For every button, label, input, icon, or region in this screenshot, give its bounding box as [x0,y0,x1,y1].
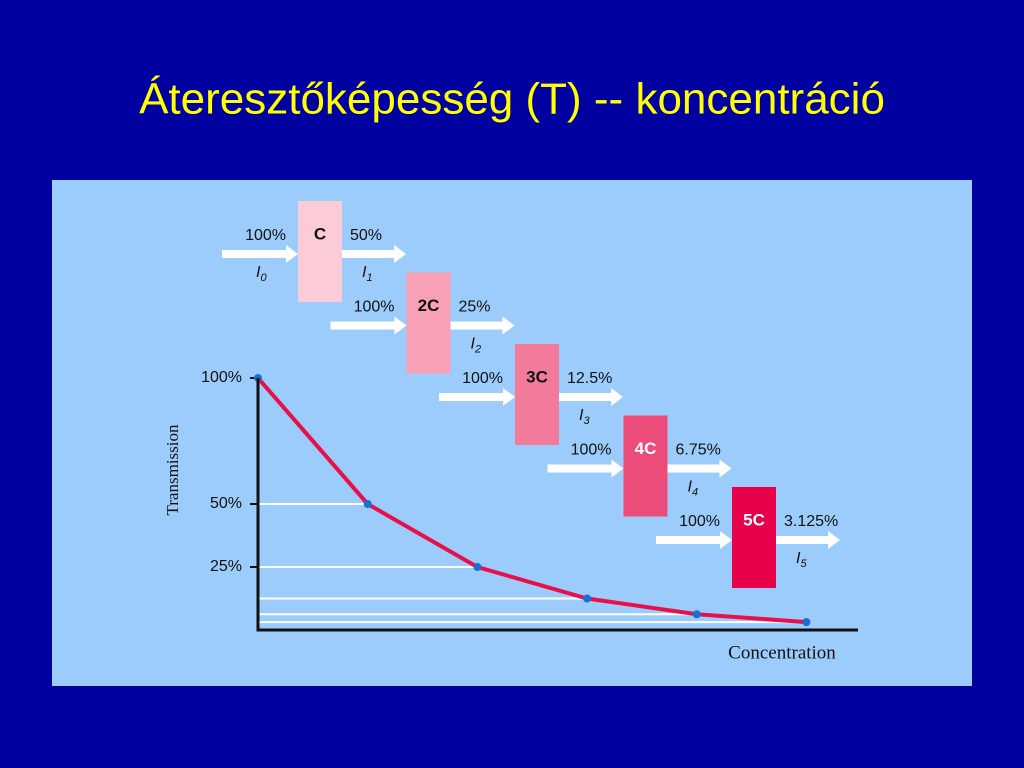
x-axis-label: Concentration [728,642,836,663]
sample-cuvette [515,344,559,445]
intensity-subscript: 4 [692,486,698,498]
output-label: 6.75% [676,442,721,459]
sample-cuvette [406,272,451,374]
arrow [439,388,515,406]
arrow [776,531,840,549]
input-label: 100% [679,513,720,530]
intensity-subscript: 0 [260,272,267,284]
arrow [330,316,407,335]
data-point [363,500,372,508]
sample-label: C [314,224,326,243]
arrow [667,459,732,478]
sample-label: 3C [526,367,548,386]
input-label: 100% [245,227,286,244]
intensity-label: I5 [796,550,807,570]
intensity-label: I2 [471,336,482,356]
arrow [342,245,406,263]
intensity-label: I1 [362,264,373,284]
intensity-label: I0 [256,264,267,284]
axes [256,378,858,632]
data-point [583,594,592,603]
output-label: 50% [350,227,382,244]
sample-cuvette [298,201,342,302]
intensity-subscript: 2 [474,343,481,355]
arrow [222,245,298,263]
y-tick-label: 50% [210,495,242,512]
intensity-subscript: 3 [583,415,590,427]
panel [52,180,972,686]
arrow [450,316,515,335]
input-label: 100% [354,299,395,316]
data-point [692,610,701,619]
intensity-letter: I [579,407,584,424]
y-tick-label: 100% [201,369,242,386]
data-point [802,618,811,627]
sample-label: 5C [743,510,765,529]
intensity-subscript: 5 [800,558,807,570]
input-label: 100% [571,442,612,459]
output-label: 3.125% [784,513,838,530]
arrow [559,388,623,406]
sample-label: 2C [418,296,440,315]
arrow [547,459,624,478]
y-axis-label: Transmission [163,424,182,516]
output-label: 25% [459,299,491,316]
intensity-letter: I [256,264,261,281]
intensity-letter: I [362,264,367,281]
slide-title: Áteresztőképesség (T) -- koncentráció [139,75,885,124]
arrow [656,531,732,549]
sample-label: 4C [635,439,657,458]
intensity-label: I4 [688,479,699,499]
intensity-letter: I [471,336,476,353]
intensity-letter: I [688,479,693,496]
series-line [256,376,807,625]
input-label: 100% [462,370,503,387]
intensity-subscript: 1 [366,272,372,284]
data-point [473,563,482,571]
intensity-letter: I [796,550,801,567]
intensity-label: I3 [579,407,590,427]
y-tick-label: 25% [210,558,242,575]
output-label: 12.5% [567,370,612,387]
sample-cuvette [623,415,668,517]
sample-cuvette [732,487,776,588]
